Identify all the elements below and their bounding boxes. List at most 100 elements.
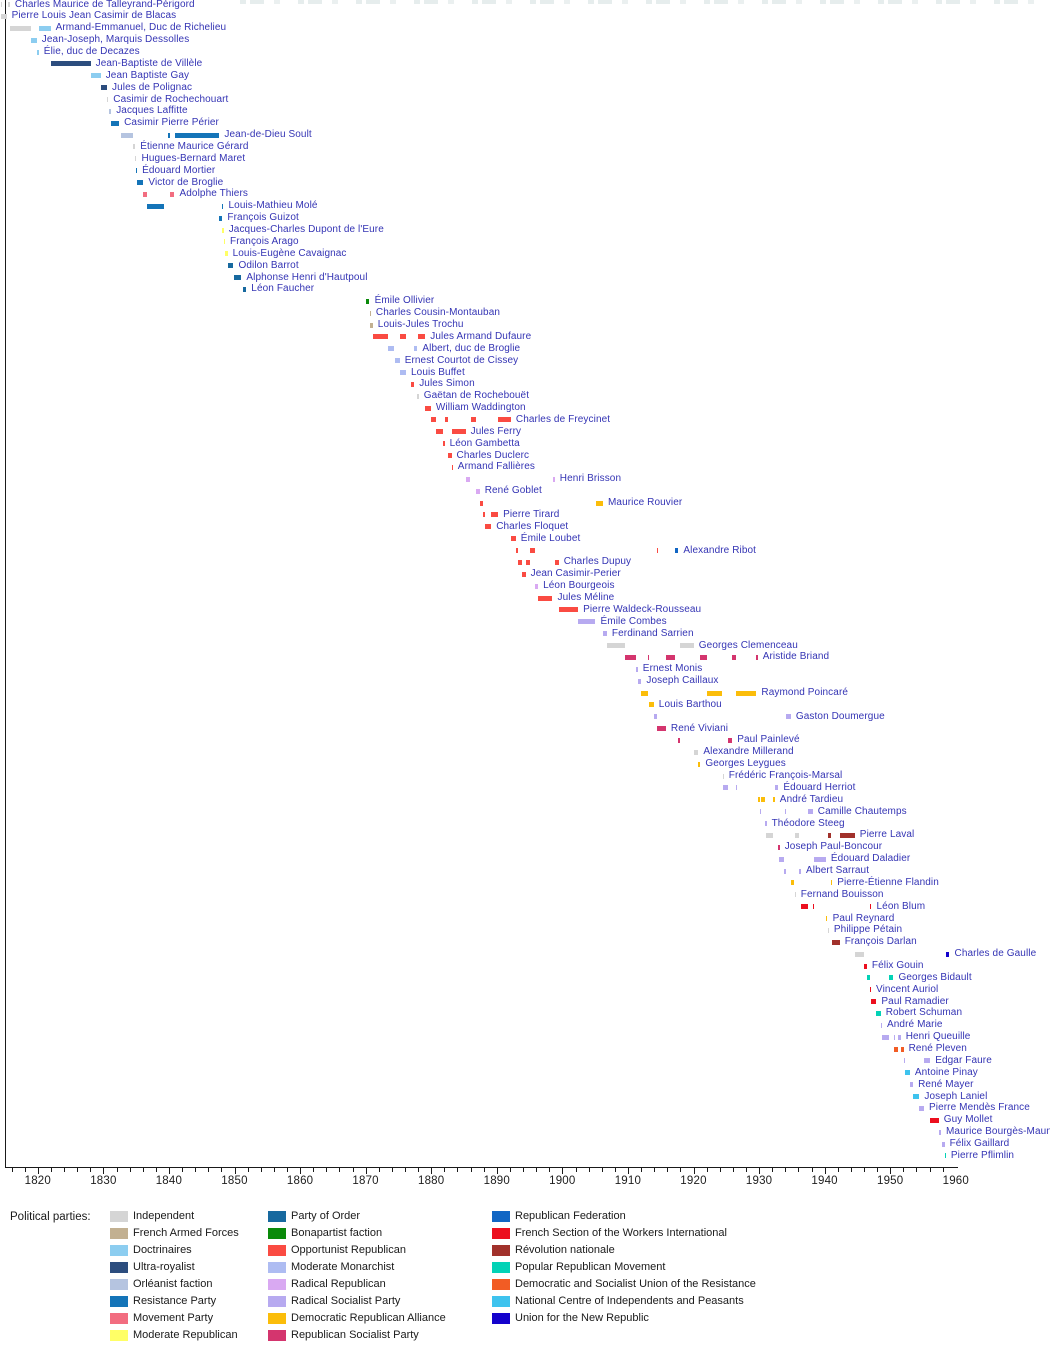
term-bar: [723, 785, 729, 791]
legend-label: Party of Order: [291, 1210, 361, 1222]
axis-tick: [601, 1168, 603, 1172]
term-bar: [760, 809, 762, 815]
term-bar: [522, 571, 526, 577]
term-bar: [90, 73, 101, 79]
axis-tick: [772, 1168, 774, 1172]
term-bar: [425, 405, 431, 411]
term-bar: [736, 785, 738, 791]
top-crop-artifact: [240, 0, 1050, 4]
person-label: André Marie: [887, 1019, 943, 1031]
person-label: Georges Bidault: [898, 971, 972, 983]
term-bar: [143, 191, 148, 197]
term-bar: [372, 334, 388, 340]
person-label: Pierre Pflimlin: [950, 1149, 1015, 1161]
person-label: Léon Faucher: [251, 283, 315, 295]
term-bar: [881, 1034, 890, 1040]
axis-tick: [706, 1168, 708, 1172]
legend-label: Republican Socialist Party: [291, 1329, 419, 1341]
person-label: Gaston Doumergue: [795, 710, 885, 722]
axis-tick: [457, 1168, 459, 1172]
legend-swatch: [268, 1228, 286, 1239]
term-bar: [448, 453, 452, 459]
term-bar: [831, 939, 840, 945]
term-bar: [227, 263, 234, 269]
legend-swatch: [110, 1296, 128, 1307]
person-label: François Guizot: [227, 212, 299, 224]
person-label: Félix Gaillard: [949, 1138, 1010, 1149]
axis-tick-label: 1910: [614, 1175, 642, 1187]
axis-tick: [641, 1168, 642, 1172]
term-bar: [798, 868, 801, 874]
term-bar: [451, 429, 466, 435]
legend-label: Independent: [133, 1210, 195, 1222]
term-bar: [417, 334, 426, 340]
y-axis: [5, 0, 6, 1167]
term-bar: [147, 203, 164, 209]
term-bar: [756, 654, 758, 660]
axis-tick: [37, 1168, 39, 1174]
legend-label: Opportunist Republican: [291, 1244, 406, 1256]
axis-tick: [719, 1168, 721, 1172]
person-label: Ernest Monis: [642, 663, 703, 675]
axis-tick: [811, 1168, 813, 1172]
term-bar: [637, 678, 642, 684]
term-bar: [387, 346, 395, 352]
axis-tick-label: 1820: [24, 1175, 51, 1187]
person-label: Pierre Tirard: [503, 508, 560, 520]
person-label: Ferdinand Sarrien: [611, 627, 694, 639]
legend-swatch: [268, 1330, 286, 1341]
axis-tick: [575, 1168, 577, 1172]
person-label: Paul Ramadier: [881, 995, 949, 1007]
term-bar: [135, 168, 138, 174]
legend-swatch: [268, 1279, 286, 1290]
axis-tick: [562, 1168, 564, 1174]
term-bar: [552, 476, 555, 482]
person-label: Edgar Faure: [935, 1054, 992, 1066]
axis-tick: [785, 1168, 787, 1172]
person-label: François Darlan: [844, 936, 917, 948]
legend-label: Popular Republican Movement: [515, 1261, 666, 1273]
term-bar: [732, 654, 737, 660]
person-label: Albert Sarraut: [806, 865, 870, 876]
term-bar: [414, 346, 418, 352]
person-label: René Mayer: [918, 1078, 974, 1090]
axis-tick: [195, 1168, 197, 1172]
axis-tick: [50, 1168, 52, 1172]
person-label: Charles de Gaulle: [954, 948, 1037, 960]
person-label: Aristide Briand: [762, 651, 830, 663]
legend-swatch: [268, 1313, 286, 1324]
person-label: Paul Reynard: [832, 912, 895, 924]
term-bar: [898, 1034, 901, 1040]
person-label: Odilon Barrot: [238, 259, 299, 271]
axis-tick: [536, 1168, 538, 1172]
term-bar: [801, 904, 808, 910]
axis-tick: [864, 1168, 865, 1172]
person-label: Armand Fallières: [457, 461, 535, 473]
person-label: Louis-Mathieu Molé: [228, 200, 318, 212]
term-bar: [554, 559, 559, 565]
legend-label: Orléanist faction: [133, 1278, 213, 1290]
person-label: Frédéric François-Marsal: [728, 770, 843, 781]
legend-label: French Armed Forces: [133, 1227, 239, 1239]
axis-tick: [155, 1168, 157, 1172]
legend-swatch: [268, 1245, 286, 1256]
person-label: Maurice Bourgès-Maunoury: [946, 1126, 1050, 1138]
term-bar: [435, 429, 444, 435]
term-bar: [443, 441, 445, 447]
term-bar: [827, 927, 829, 933]
axis-tick-label: 1830: [90, 1175, 117, 1187]
axis-tick: [680, 1168, 682, 1172]
person-label: Édouard Herriot: [783, 781, 856, 793]
legend-swatch: [492, 1279, 510, 1290]
person-label: Casimir Pierre Périer: [124, 117, 219, 129]
axis-tick-label: 1920: [680, 1175, 707, 1187]
legend-swatch: [110, 1228, 128, 1239]
person-label: Camille Chautemps: [817, 805, 907, 817]
person-label: Jules de Polignac: [112, 81, 193, 93]
term-bar: [790, 880, 795, 886]
axis-tick: [129, 1168, 131, 1172]
person-label: Henri Brisson: [559, 473, 622, 485]
legend-swatch: [110, 1313, 128, 1324]
term-bar: [399, 334, 407, 340]
person-label: Émile Ollivier: [374, 295, 435, 307]
